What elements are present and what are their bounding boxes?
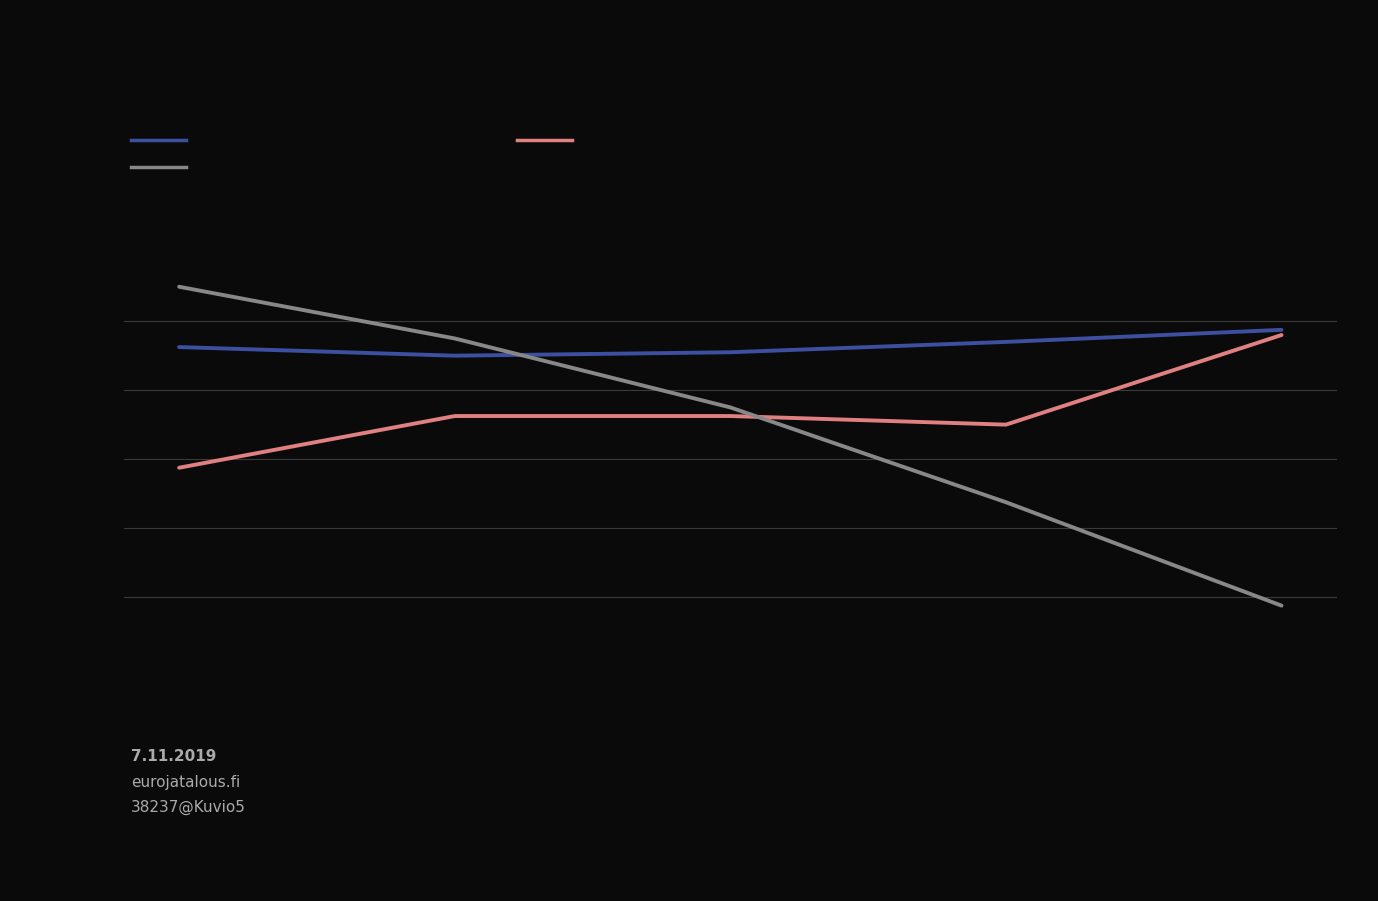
- Text: 7.11.2019: 7.11.2019: [131, 750, 216, 764]
- Text: eurojatalous.fi: eurojatalous.fi: [131, 775, 240, 789]
- Text: 38237@Kuvio5: 38237@Kuvio5: [131, 800, 245, 815]
